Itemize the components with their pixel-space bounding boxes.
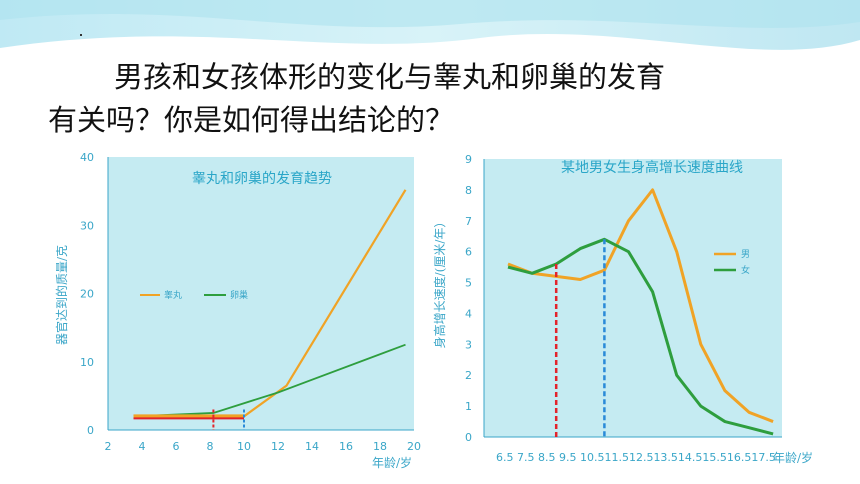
chart1-xtick-12: 12 <box>271 440 285 453</box>
chart2-xlabel: 年龄/岁 <box>773 450 813 465</box>
chart1-ytick-40: 40 <box>80 151 94 164</box>
chart1-ylabel: 器官达到的质量/克 <box>54 245 69 345</box>
chart2-ytick-8: 8 <box>465 184 472 197</box>
chart1-ytick-20: 20 <box>80 288 94 301</box>
chart2-series-line-1 <box>507 237 774 436</box>
chart1-xtick-16: 16 <box>339 440 353 453</box>
header-wave-decoration <box>0 0 860 50</box>
chart1-legend-ovary: 卵巢 <box>230 289 248 301</box>
chart2-ytick-3: 3 <box>465 338 472 351</box>
chart2-ytick-9: 9 <box>465 153 472 166</box>
chart1-plot-area <box>108 157 414 430</box>
chart2-ytick-2: 2 <box>465 369 472 382</box>
chart2-axes: 0 1 2 3 4 5 6 7 8 9 <box>465 153 782 444</box>
chart2-title: 某地男女生身高增长速度曲线 <box>561 159 743 176</box>
chart1-xtick-6: 6 <box>173 440 180 453</box>
chart1-xtick-20: 20 <box>407 440 421 453</box>
chart2-series-line-0 <box>507 188 774 423</box>
chart1-ytick-30: 30 <box>80 219 94 232</box>
chart1-xtick-10: 10 <box>237 440 251 453</box>
chart1-axes: 2 4 6 8 10 12 14 16 18 20 0 10 20 30 40 <box>80 151 421 453</box>
question-line-2: 有关吗？你是如何得出结论的？ <box>48 103 455 137</box>
chart2-plot-area <box>484 159 782 437</box>
chart2-ytick-5: 5 <box>465 277 472 290</box>
chart1-legend-testis: 睾丸 <box>164 289 182 301</box>
chart2-legend-female: 女 <box>741 264 750 276</box>
chart2-ytick-0: 0 <box>465 431 472 444</box>
chart1-xtick-2: 2 <box>105 440 112 453</box>
chart2-legend-male: 男 <box>741 249 750 260</box>
chart2-ytick-6: 6 <box>465 246 472 259</box>
chart2-ytick-4: 4 <box>465 307 472 320</box>
chart1-ytick-10: 10 <box>80 356 94 369</box>
question-line-1: 男孩和女孩体形的变化与睾丸和卵巢的发育 <box>114 60 666 94</box>
chart2-xtick-labels: 6.5 7.5 8.5 9.5 10.511.512.513.514.515.5… <box>496 451 776 464</box>
chart2-ytick-7: 7 <box>465 215 472 228</box>
chart1-title: 睾丸和卵巢的发育趋势 <box>192 171 332 187</box>
chart1-xtick-18: 18 <box>373 440 387 453</box>
chart1-xtick-14: 14 <box>305 440 319 453</box>
chart1-xtick-8: 8 <box>207 440 214 453</box>
chart1-series <box>133 189 407 430</box>
chart1-xlabel: 年龄/岁 <box>372 455 412 470</box>
chart1-ytick-0: 0 <box>87 424 94 437</box>
chart2-ylabel: 身高增长速度/(厘米/年） <box>432 216 447 349</box>
small-dot <box>80 34 82 36</box>
chart1-xtick-4: 4 <box>139 440 146 453</box>
chart2-series <box>507 188 774 437</box>
question-text: 男孩和女孩体形的变化与睾丸和卵巢的发育 有关吗？你是如何得出结论的？ <box>48 56 828 142</box>
chart2-ytick-1: 1 <box>465 400 472 413</box>
